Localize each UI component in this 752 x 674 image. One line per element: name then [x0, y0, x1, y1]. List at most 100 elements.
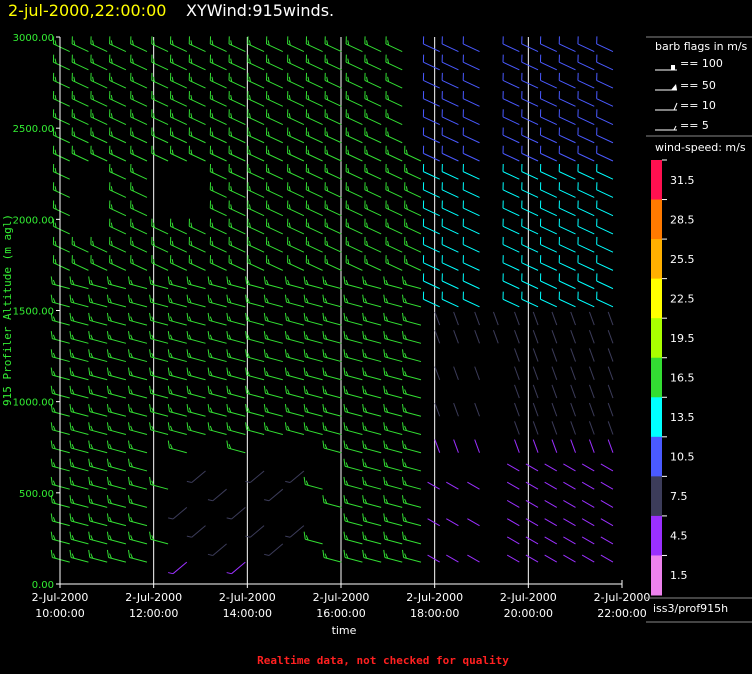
barb: [600, 518, 614, 527]
barb: [502, 182, 520, 198]
barb-feather: [387, 58, 390, 64]
barb-feather: [171, 149, 174, 155]
barb: [345, 36, 363, 53]
barb-shaft: [577, 244, 595, 253]
barb-shaft: [577, 152, 595, 162]
barb-feather: [287, 279, 290, 285]
barb-feather: [326, 167, 329, 173]
barb-feather: [106, 294, 110, 303]
barb-feather: [152, 131, 155, 137]
barb: [362, 403, 382, 417]
barb-shaft: [540, 244, 557, 253]
barb-shaft: [423, 280, 440, 290]
barb-shaft: [596, 152, 614, 162]
barb: [343, 422, 363, 435]
barb-shaft: [363, 411, 382, 417]
barb: [90, 109, 108, 125]
barb: [441, 36, 459, 53]
barb: [324, 36, 342, 53]
barb-feather: [90, 425, 94, 431]
barb-feather: [347, 94, 350, 101]
barb-feather: [265, 371, 269, 377]
barb-feather: [401, 276, 405, 285]
barb: [345, 72, 363, 89]
barb-feather: [265, 425, 269, 431]
barb: [322, 294, 342, 308]
barb: [570, 348, 576, 362]
barb: [52, 145, 70, 162]
barb: [207, 367, 227, 381]
barb-shaft: [502, 262, 520, 271]
barb-feather: [385, 389, 389, 395]
y-tick-label: 2500.00: [13, 124, 54, 135]
barb: [228, 145, 246, 162]
barb: [364, 236, 382, 253]
x-tick-date: 2-Jul-2000: [500, 591, 557, 604]
barb-feather: [230, 259, 233, 265]
barb: [188, 255, 206, 271]
barb-feather: [263, 276, 266, 285]
barb: [287, 182, 305, 198]
barb-shaft: [344, 411, 363, 417]
barb: [186, 470, 206, 484]
barb-shaft: [404, 207, 422, 217]
barb: [109, 109, 127, 125]
barb-feather: [209, 316, 213, 322]
barb-shaft: [246, 283, 265, 290]
barb-feather: [109, 298, 112, 304]
barb: [263, 349, 283, 363]
barb-feather: [186, 480, 192, 484]
y-tick-label: 0.00: [32, 580, 54, 591]
barb-feather: [401, 422, 405, 430]
barb-feather: [345, 371, 349, 377]
barb: [539, 182, 557, 198]
barb-feather: [171, 40, 174, 46]
barb: [106, 403, 127, 417]
barb: [607, 439, 614, 453]
barb-feather: [131, 76, 134, 82]
barb: [167, 440, 187, 454]
barb-shaft: [521, 280, 539, 290]
barb: [287, 236, 305, 253]
barb-feather: [190, 222, 193, 228]
barb-shaft: [385, 244, 403, 253]
barb-feather: [190, 58, 193, 64]
barb-feather: [130, 389, 133, 395]
barb: [88, 385, 108, 399]
barb: [287, 255, 305, 271]
barb-feather: [109, 407, 112, 413]
barb-feather: [110, 240, 113, 246]
barb-feather: [288, 58, 291, 64]
barb-feather: [167, 331, 170, 339]
barb: [168, 507, 188, 520]
barb-feather: [404, 371, 407, 377]
barb-shaft: [191, 470, 206, 483]
barb: [525, 518, 539, 527]
barb: [362, 422, 382, 435]
barb: [228, 127, 246, 144]
barb-feather: [288, 131, 291, 137]
barb-feather: [90, 535, 94, 541]
barb: [130, 109, 148, 125]
barb-feather: [207, 331, 210, 339]
barb-feather: [128, 276, 131, 285]
barb-feather: [128, 495, 131, 503]
barb-feather: [226, 331, 229, 339]
barb: [287, 36, 305, 53]
barb-feather: [90, 444, 94, 450]
barb: [570, 366, 576, 380]
barb-shaft: [324, 79, 342, 89]
barb: [532, 439, 539, 453]
barb: [596, 200, 614, 217]
barb: [88, 403, 108, 417]
barb: [385, 109, 403, 125]
barb: [287, 127, 305, 144]
barb-feather: [343, 513, 346, 522]
barb: [245, 331, 265, 344]
barb: [401, 440, 422, 454]
barb-feather: [211, 58, 214, 64]
barb-shaft: [324, 134, 342, 144]
barb: [385, 91, 403, 107]
barb-shaft: [423, 207, 440, 217]
barb-feather: [347, 40, 350, 46]
